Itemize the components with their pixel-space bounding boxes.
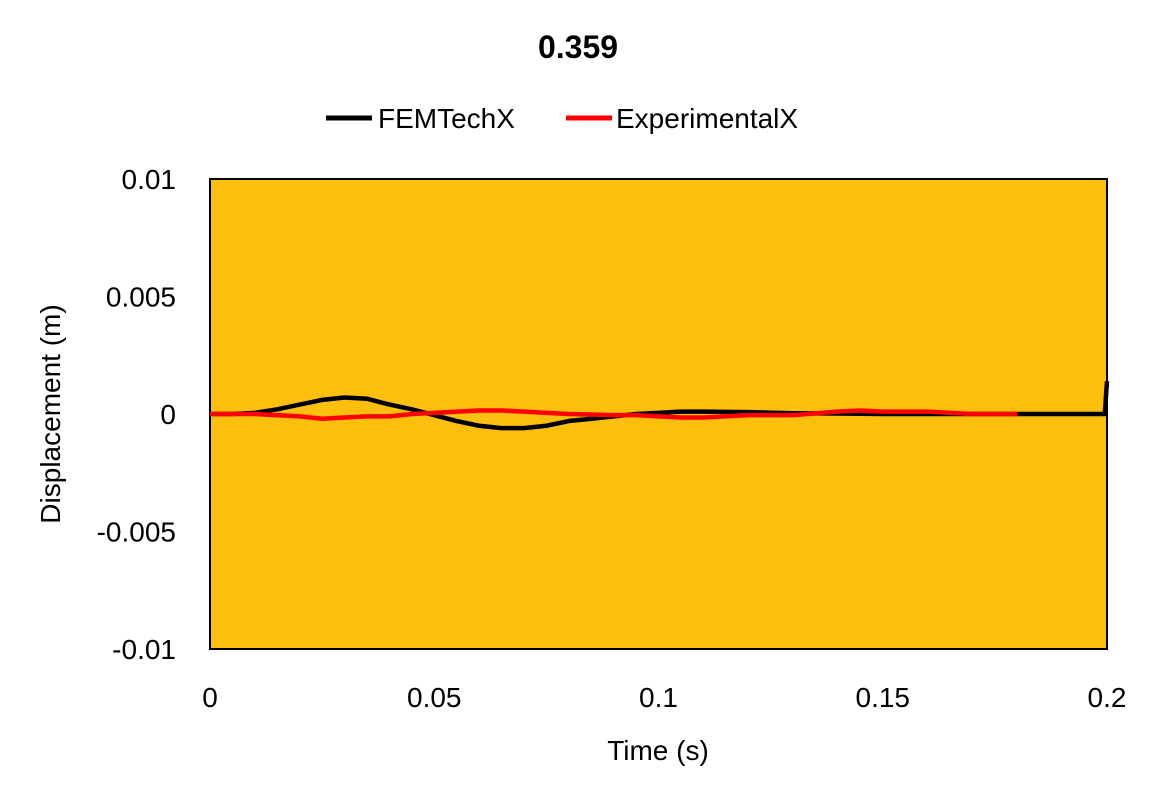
series-layer xyxy=(210,380,1110,431)
y-tick-label: -0.005 xyxy=(97,517,176,548)
y-tick-label: 0 xyxy=(160,399,176,430)
x-tick-label: 0 xyxy=(202,682,218,713)
chart-title: 0.359 xyxy=(538,29,618,65)
x-axis-label: Time (s) xyxy=(607,735,709,766)
legend: FEMTechX ExperimentalX xyxy=(326,103,798,134)
legend-label-femtechx: FEMTechX xyxy=(378,103,515,134)
x-tick-label: 0.05 xyxy=(407,682,462,713)
y-axis-label: Displacement (m) xyxy=(35,304,66,523)
y-axis-ticks: 0.01 0.005 0 -0.005 -0.01 xyxy=(97,164,176,665)
series-line-femtechx xyxy=(210,380,1110,431)
x-axis-ticks: 0 0.05 0.1 0.15 0.2 xyxy=(202,682,1126,713)
x-tick-label: 0.2 xyxy=(1088,682,1127,713)
x-tick-label: 0.15 xyxy=(856,682,911,713)
y-tick-label: 0.01 xyxy=(122,164,177,195)
x-tick-label: 0.1 xyxy=(639,682,678,713)
y-tick-label: -0.01 xyxy=(112,634,176,665)
series-line-experimentalx xyxy=(210,408,1018,421)
y-tick-label: 0.005 xyxy=(106,282,176,313)
legend-label-experimentalx: ExperimentalX xyxy=(616,103,798,134)
